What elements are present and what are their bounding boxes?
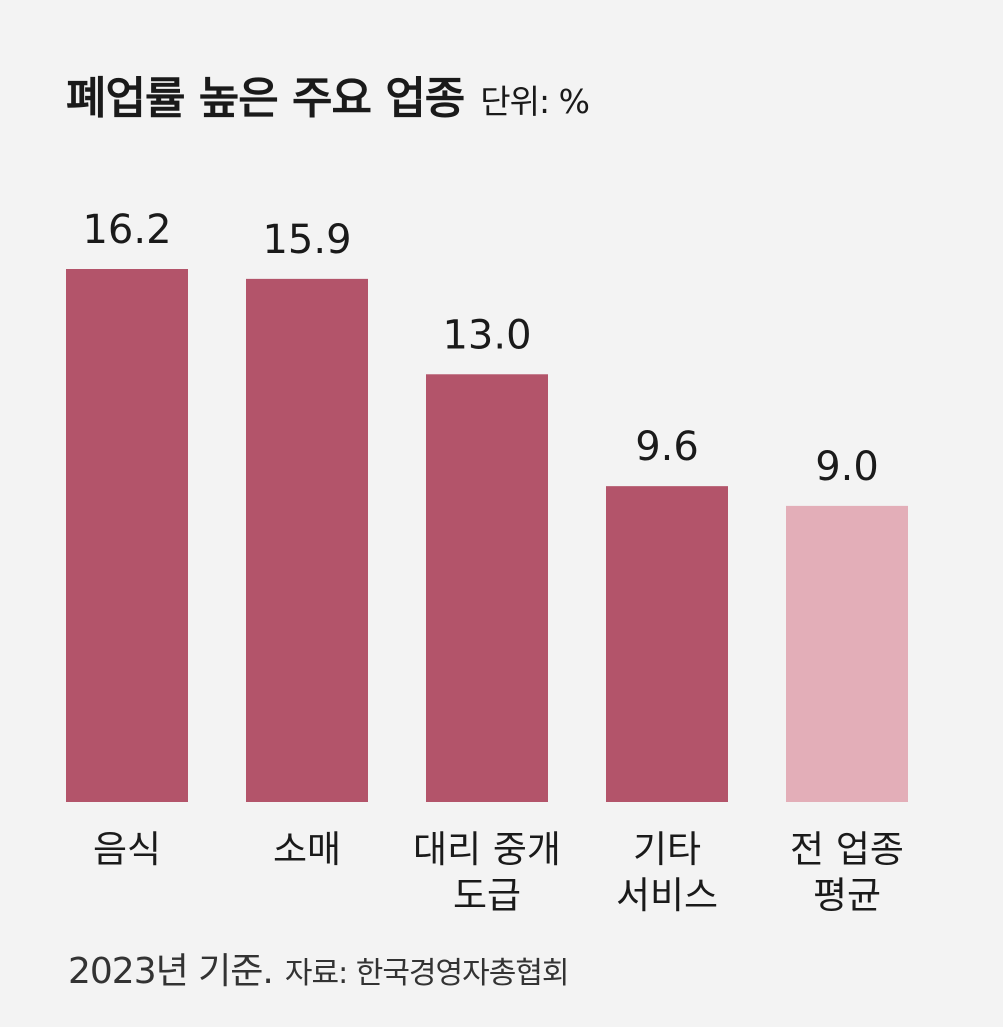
basis-note: 2023년 기준. (68, 951, 274, 992)
category-label-3-line-1: 서비스 (616, 874, 718, 917)
footer: 2023년 기준. 자료: 한국경영자총협회 (68, 942, 570, 994)
category-label-4-line-0: 전 업종 (790, 828, 904, 871)
value-label-4: 9.0 (815, 444, 879, 490)
category-label-3-line-0: 기타 (633, 828, 701, 871)
category-label-0-line-0: 음식 (93, 828, 161, 871)
bar-4 (786, 505, 908, 802)
unit-label: 단위: % (480, 82, 590, 121)
chart-title: 폐업률 높은 주요 업종 (66, 73, 465, 124)
category-label-1-line-0: 소매 (273, 828, 341, 871)
value-label-1: 15.9 (262, 217, 351, 263)
value-label-0: 16.2 (82, 207, 171, 253)
title-row: 폐업률 높은 주요 업종 단위: % (66, 62, 590, 126)
value-label-3: 9.6 (635, 424, 699, 470)
category-label-4-line-1: 평균 (813, 874, 881, 917)
category-label-2-line-1: 도급 (453, 874, 521, 917)
source-note: 자료: 한국경영자총협회 (284, 956, 570, 991)
bar-2 (426, 374, 548, 802)
bar-0 (66, 269, 188, 802)
bar-1 (246, 278, 368, 802)
value-label-2: 13.0 (442, 312, 531, 358)
category-label-2-line-0: 대리 중개 (413, 828, 561, 871)
bar-3 (606, 486, 728, 802)
